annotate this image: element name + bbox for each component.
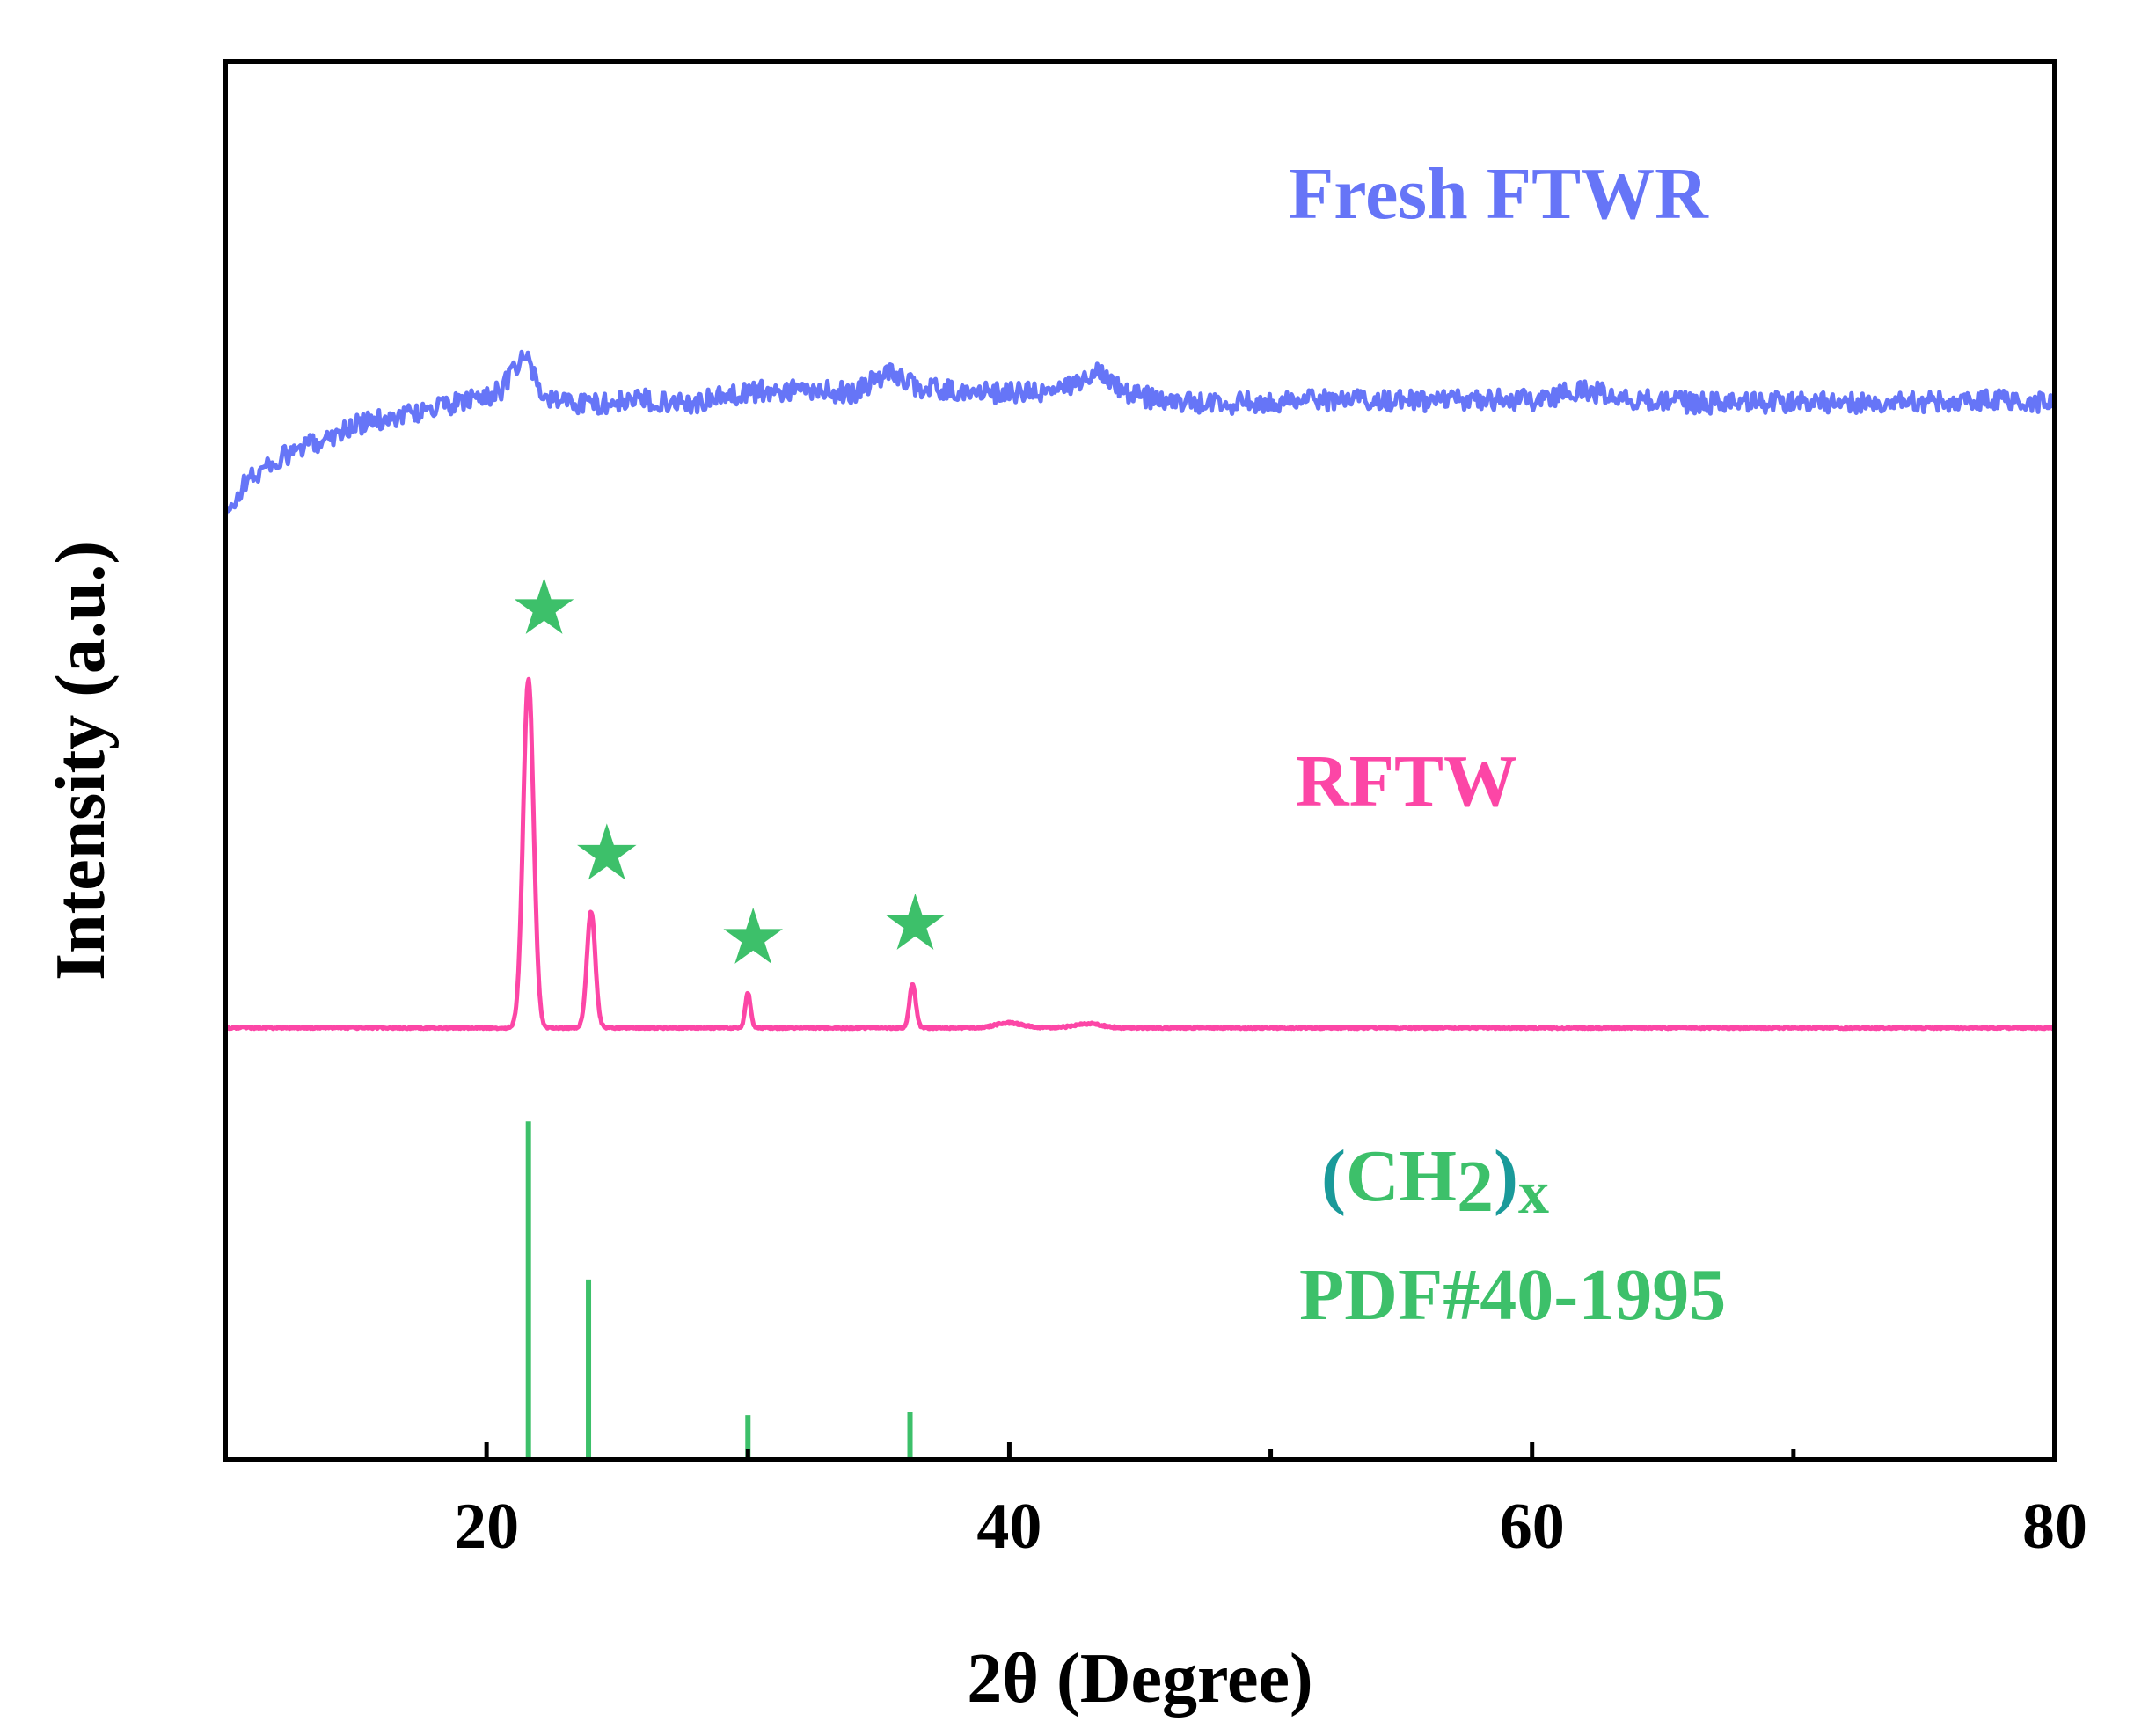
x-axis-ticks: 20 40 60 80 xyxy=(454,1442,2087,1563)
series-rftw-line xyxy=(223,676,2057,1032)
series-fresh-ftwr-line xyxy=(223,349,2055,519)
compound-sub-2: 2 xyxy=(1457,1146,1494,1228)
peak-star-marker: ★ xyxy=(881,878,950,968)
x-tick-label: 60 xyxy=(1500,1491,1565,1563)
compound-sub-x: x xyxy=(1518,1159,1549,1227)
compound-ch: CH xyxy=(1346,1135,1457,1217)
peak-star-marker: ★ xyxy=(719,892,788,982)
label-rftw: RFTW xyxy=(1296,740,1517,822)
compound-close-paren: ) xyxy=(1494,1135,1518,1217)
x-axis-title: 2θ (Degree) xyxy=(967,1640,1312,1718)
y-axis-title: Intensity (a.u.) xyxy=(42,541,120,981)
label-pdf-card: PDF#40-1995 xyxy=(1299,1254,1726,1336)
peak-star-marker: ★ xyxy=(509,561,579,652)
peak-star-marker: ★ xyxy=(572,807,641,898)
compound-open-paren: ( xyxy=(1321,1135,1346,1217)
plot-layer: ★ ★ ★ ★ xyxy=(223,349,2057,1460)
label-fresh-ftwr: Fresh FTWR xyxy=(1289,153,1709,235)
label-compound: (CH2)x xyxy=(1321,1135,1549,1228)
x-tick-label: 40 xyxy=(976,1491,1041,1563)
plot-frame xyxy=(223,59,2057,1462)
x-tick-label: 80 xyxy=(2022,1491,2087,1563)
x-tick-label: 20 xyxy=(454,1491,519,1563)
